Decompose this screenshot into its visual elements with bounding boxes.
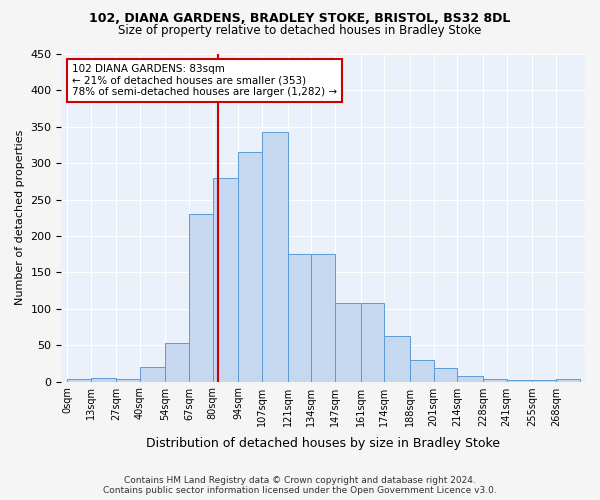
Bar <box>335 303 361 382</box>
Bar <box>166 343 189 382</box>
Text: Contains HM Land Registry data © Crown copyright and database right 2024.
Contai: Contains HM Land Registry data © Crown c… <box>103 476 497 495</box>
Bar <box>213 178 238 382</box>
Bar <box>67 380 91 382</box>
Bar <box>238 152 262 382</box>
Bar <box>434 368 457 382</box>
Bar <box>287 254 311 382</box>
Text: 102 DIANA GARDENS: 83sqm
← 21% of detached houses are smaller (353)
78% of semi-: 102 DIANA GARDENS: 83sqm ← 21% of detach… <box>72 64 337 97</box>
Bar <box>457 376 483 382</box>
Bar <box>385 336 410 382</box>
Bar <box>410 360 434 382</box>
Bar <box>91 378 116 382</box>
Bar <box>311 254 335 382</box>
Bar <box>556 380 580 382</box>
Text: 102, DIANA GARDENS, BRADLEY STOKE, BRISTOL, BS32 8DL: 102, DIANA GARDENS, BRADLEY STOKE, BRIST… <box>89 12 511 26</box>
Bar <box>506 380 532 382</box>
Text: Size of property relative to detached houses in Bradley Stoke: Size of property relative to detached ho… <box>118 24 482 37</box>
Bar <box>189 214 213 382</box>
Bar <box>116 380 140 382</box>
Bar <box>483 380 506 382</box>
X-axis label: Distribution of detached houses by size in Bradley Stoke: Distribution of detached houses by size … <box>146 437 500 450</box>
Bar <box>532 380 556 382</box>
Bar <box>262 132 287 382</box>
Bar <box>361 303 385 382</box>
Y-axis label: Number of detached properties: Number of detached properties <box>15 130 25 306</box>
Bar <box>140 367 166 382</box>
